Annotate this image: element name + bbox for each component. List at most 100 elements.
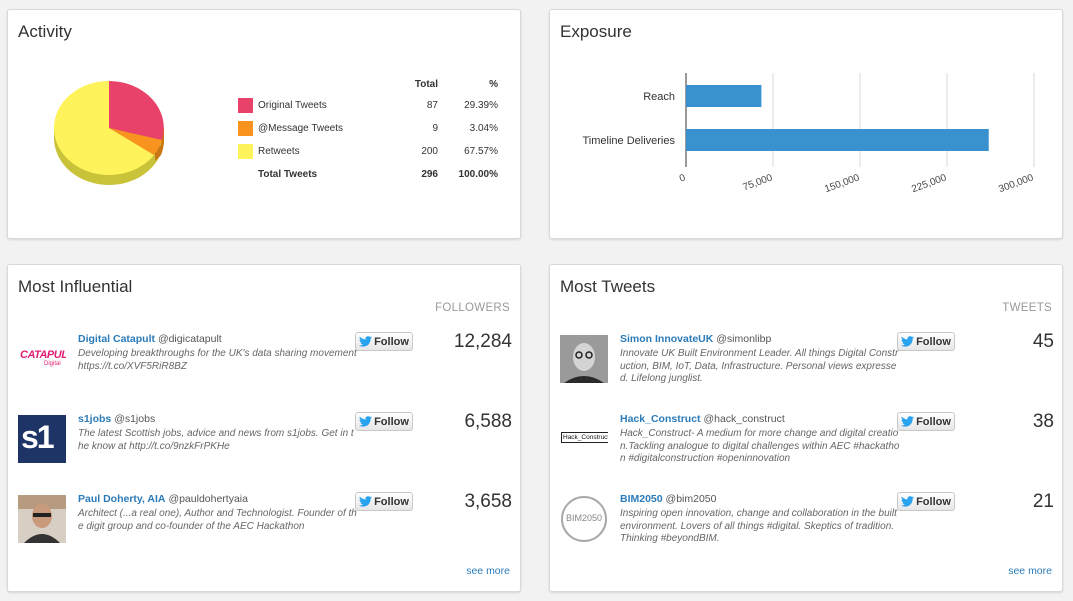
table-row: Retweets 200 67.57% — [238, 140, 498, 163]
follow-label: Follow — [916, 495, 951, 508]
avatar[interactable]: Hack_Construct — [560, 415, 608, 463]
see-more-link[interactable]: see more — [466, 565, 510, 577]
follow-button[interactable]: Follow — [355, 492, 413, 511]
tweet-count: 38 — [1032, 411, 1054, 432]
avatar[interactable]: CATAPULT Digital — [18, 335, 66, 383]
follow-label: Follow — [916, 415, 951, 428]
user-handle: @hack_construct — [703, 413, 785, 425]
twitter-bird-icon — [359, 336, 373, 347]
list-item: Simon InnovateUK @simonlibp Innovate UK … — [560, 331, 1054, 407]
most-tweets-card: Most Tweets TWEETS Simon InnovateUK @sim… — [549, 264, 1063, 592]
row-label: Retweets — [258, 146, 300, 157]
exposure-card: Exposure Reach Timeline Deliveries 0 75,000… — [549, 9, 1063, 239]
row-total: 87 — [426, 100, 438, 111]
activity-pie-chart — [53, 81, 165, 185]
bar-reach — [686, 85, 762, 107]
activity-card: Activity Total % Original Tweets 87 29.3… — [7, 9, 521, 239]
user-name-link[interactable]: Paul Doherty, AIA — [78, 493, 166, 505]
total-label: Total Tweets — [258, 169, 318, 180]
twitter-bird-icon — [901, 496, 915, 507]
s1-logo-text: s1 — [21, 419, 55, 455]
bim2050-logo-text: BIM2050 — [566, 513, 603, 523]
hack-construct-logo-text: Hack_Construct — [561, 432, 608, 443]
x-tick-label: 225,000 — [910, 172, 948, 195]
follow-label: Follow — [916, 335, 951, 348]
person-photo-icon — [18, 495, 66, 543]
col-total-header: Total — [414, 78, 438, 90]
row-percent: 67.57% — [464, 146, 498, 157]
follow-button[interactable]: Follow — [897, 332, 955, 351]
tweets-column-header: TWEETS — [1002, 302, 1052, 314]
follow-label: Follow — [374, 495, 409, 508]
activity-table: Total % Original Tweets 87 29.39% @Messa… — [238, 74, 498, 186]
pie-slice-message — [109, 128, 162, 155]
user-description: The latest Scottish jobs, advice and new… — [78, 428, 354, 452]
catapult-logo-sub: Digital — [44, 361, 61, 367]
bar-timeline-deliveries — [686, 129, 989, 151]
user-handle: @digicatapult — [157, 333, 222, 345]
follow-button[interactable]: Follow — [897, 492, 955, 511]
exposure-title: Exposure — [560, 22, 632, 41]
user-handle: @pauldohertyaia — [168, 493, 248, 505]
twitter-bird-icon — [359, 416, 373, 427]
avatar[interactable]: BIM2050 — [560, 495, 608, 543]
list-item: BIM2050 BIM2050 @bim2050 Inspiring open … — [560, 491, 1054, 567]
pie-slice-retweets — [53, 81, 154, 176]
most-influential-title: Most Influential — [18, 277, 133, 296]
col-percent-header: % — [489, 78, 498, 90]
row-percent: 3.04% — [469, 123, 498, 134]
follow-button[interactable]: Follow — [355, 332, 413, 351]
user-name-link[interactable]: Digital Catapult — [78, 333, 156, 345]
list-item: CATAPULT Digital Digital Catapult @digic… — [18, 331, 512, 407]
person-photo-icon — [560, 335, 608, 383]
row-label: @Message Tweets — [258, 123, 344, 134]
legend-swatch-original — [238, 98, 253, 113]
twitter-bird-icon — [901, 416, 915, 427]
x-tick-label: 300,000 — [997, 172, 1035, 195]
list-item: Hack_Construct Hack_Construct @hack_cons… — [560, 411, 1054, 487]
exposure-bar-chart: Reach Timeline Deliveries 0 75,000 150,000 22… — [582, 73, 1035, 195]
follow-label: Follow — [374, 335, 409, 348]
activity-title: Activity — [18, 22, 72, 41]
follow-button[interactable]: Follow — [897, 412, 955, 431]
user-name-link[interactable]: Hack_Construct — [620, 413, 701, 425]
avatar[interactable] — [560, 335, 608, 383]
avatar[interactable]: s1 — [18, 415, 66, 463]
row-total: 200 — [421, 146, 438, 157]
catapult-logo-text: CATAPULT — [20, 349, 66, 361]
user-name-link[interactable]: s1jobs — [78, 413, 112, 425]
follower-count: 12,284 — [453, 331, 512, 352]
total-percent: 100.00% — [458, 169, 498, 180]
user-description: Hack_Construct- A medium for more change… — [620, 428, 900, 464]
followers-column-header: FOLLOWERS — [435, 302, 510, 314]
legend-swatch-message — [238, 121, 253, 136]
table-total-row: Total Tweets 296 100.00% — [238, 163, 498, 186]
tweet-count: 21 — [1032, 491, 1054, 512]
user-description: Innovate UK Built Environment Leader. Al… — [620, 348, 899, 384]
x-tick-label: 150,000 — [823, 172, 861, 195]
row-label: Original Tweets — [258, 100, 327, 111]
user-description: Inspiring open innovation, change and co… — [620, 508, 897, 544]
user-handle: @simonlibp — [716, 333, 772, 345]
row-total: 9 — [432, 123, 438, 134]
avatar[interactable] — [18, 495, 66, 543]
user-name-link[interactable]: BIM2050 — [620, 493, 663, 505]
category-label: Timeline Deliveries — [582, 135, 675, 147]
category-label: Reach — [643, 91, 675, 103]
tweet-count: 45 — [1032, 331, 1054, 352]
user-name-link[interactable]: Simon InnovateUK — [620, 333, 714, 345]
user-handle: @s1jobs — [114, 413, 156, 425]
user-description: Developing breakthroughs for the UK's da… — [78, 348, 357, 372]
follow-button[interactable]: Follow — [355, 412, 413, 431]
row-percent: 29.39% — [464, 100, 498, 111]
user-handle: @bim2050 — [665, 493, 717, 505]
follow-label: Follow — [374, 415, 409, 428]
user-description: Architect (...a real one), Author and Te… — [78, 508, 357, 532]
follower-count: 3,658 — [464, 491, 512, 512]
table-row: @Message Tweets 9 3.04% — [238, 117, 498, 140]
see-more-link[interactable]: see more — [1008, 565, 1052, 577]
twitter-bird-icon — [359, 496, 373, 507]
most-influential-card: Most Influential FOLLOWERS CATAPULT Digi… — [7, 264, 521, 592]
list-item: s1 s1jobs @s1jobs The latest Scottish jo… — [18, 411, 512, 487]
twitter-bird-icon — [901, 336, 915, 347]
